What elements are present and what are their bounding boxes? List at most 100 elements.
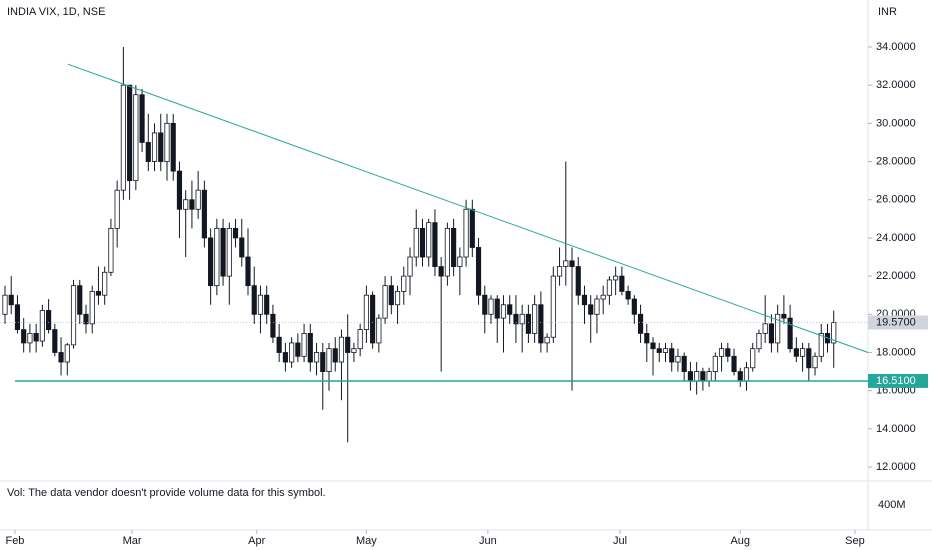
- candle-body: [151, 132, 158, 162]
- candle-body: [139, 94, 145, 143]
- candle-body: [451, 227, 457, 267]
- candle-body: [438, 266, 444, 277]
- candle-body: [232, 227, 239, 239]
- candle-body: [338, 336, 345, 363]
- y-tick-label: 34.0000: [876, 41, 916, 53]
- candle-body: [145, 142, 151, 162]
- candle-body: [507, 304, 513, 315]
- trend-line: [67, 63, 869, 353]
- candle-body: [694, 371, 700, 382]
- candle-body: [662, 348, 669, 353]
- last-price-tag: [868, 315, 928, 330]
- candle-body: [637, 313, 644, 334]
- candle-body: [201, 189, 207, 239]
- candle-body: [781, 313, 787, 319]
- candle-body: [39, 310, 45, 342]
- candle-body: [83, 313, 89, 325]
- y-tick-label: 22.0000: [876, 270, 916, 282]
- candle-body: [700, 371, 706, 382]
- candle-body: [650, 342, 656, 350]
- candle-body: [775, 313, 781, 344]
- x-tick-label: Apr: [248, 535, 265, 547]
- candle-body: [432, 222, 438, 267]
- volume-note: Vol: The data vendor doesn't provide vol…: [7, 487, 326, 499]
- candle-body: [208, 237, 214, 287]
- candle-body: [239, 237, 245, 258]
- candle-body: [550, 275, 556, 338]
- candle-body: [320, 352, 326, 372]
- candle-body: [220, 227, 226, 277]
- candle-body: [581, 294, 588, 306]
- candle-body: [482, 294, 488, 315]
- x-tick-label: Feb: [5, 535, 24, 547]
- candle-body: [681, 355, 687, 372]
- candle-body: [463, 208, 469, 258]
- candle-body: [401, 275, 407, 292]
- candle-body: [444, 227, 450, 277]
- candle-body: [2, 294, 8, 315]
- candle-body: [357, 329, 363, 350]
- y-axis-label: INR: [878, 6, 897, 18]
- candle-body: [189, 199, 195, 210]
- candle-body: [500, 304, 507, 319]
- candle-body: [756, 332, 762, 350]
- y-tick-label: 26.0000: [876, 194, 916, 206]
- candle-body: [158, 132, 164, 162]
- candle-body: [46, 310, 52, 330]
- candle-body: [114, 189, 120, 229]
- candle-body: [725, 348, 731, 357]
- candle-body: [251, 285, 257, 315]
- candle-body: [183, 199, 189, 210]
- candle-body: [21, 329, 27, 344]
- candle-body: [569, 260, 575, 267]
- candle-body: [70, 285, 77, 346]
- candle-body: [264, 294, 270, 315]
- candle-body: [812, 355, 818, 369]
- candle-body: [743, 367, 750, 382]
- candle-body: [712, 355, 718, 372]
- candle-body: [494, 298, 500, 319]
- candle-body: [669, 348, 675, 363]
- candle-body: [737, 371, 743, 382]
- candle-body: [656, 348, 662, 353]
- candle-body: [799, 348, 806, 357]
- candle-body: [675, 355, 681, 363]
- candle-body: [14, 304, 21, 330]
- candle-body: [594, 298, 600, 315]
- candle-body: [600, 294, 606, 300]
- y-tick-label: 24.0000: [876, 232, 916, 244]
- candle-body: [326, 348, 332, 372]
- candle-body: [831, 322, 837, 344]
- x-tick-label: Sep: [845, 535, 865, 547]
- candle-body: [226, 227, 232, 277]
- candle-body: [631, 298, 637, 315]
- candle-body: [351, 348, 357, 353]
- y-tick-label: 32.0000: [876, 79, 916, 91]
- candle-body: [625, 290, 631, 300]
- chart-title: INDIA VIX, 1D, NSE: [7, 6, 105, 18]
- candle-body: [52, 329, 58, 353]
- candle-body: [475, 247, 482, 296]
- candle-body: [718, 348, 725, 357]
- candle-body: [619, 275, 625, 292]
- candle-body: [89, 290, 95, 325]
- candle-body: [388, 285, 394, 306]
- candle-body: [469, 208, 475, 248]
- candle-body: [768, 323, 774, 344]
- x-tick-label: Jun: [479, 535, 497, 547]
- candle-body: [257, 294, 264, 315]
- candle-body: [164, 122, 170, 162]
- candle-body: [563, 260, 569, 267]
- candle-body: [102, 271, 108, 296]
- candle-body: [407, 256, 413, 277]
- candle-body: [787, 317, 793, 350]
- candle-body: [613, 275, 619, 281]
- candle-body: [58, 352, 64, 363]
- candle-body: [556, 266, 563, 277]
- candle-body: [413, 227, 419, 258]
- candle-body: [270, 313, 276, 338]
- candle-body: [426, 222, 432, 258]
- candle-body: [276, 336, 282, 353]
- candle-body: [644, 332, 650, 344]
